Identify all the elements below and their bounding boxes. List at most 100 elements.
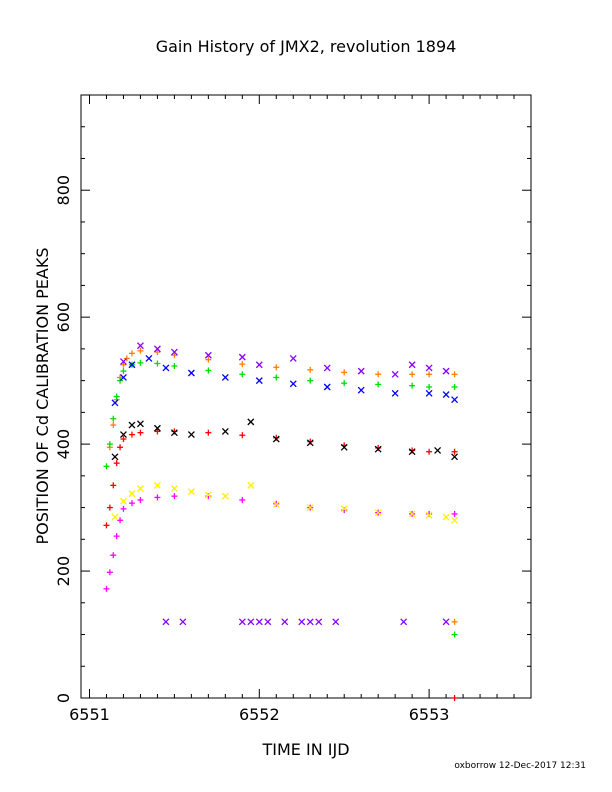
data-point: [442, 391, 450, 399]
data-point: [205, 429, 212, 436]
series-0: [106, 347, 458, 451]
x-tick-labels: 6551 6552 6553: [69, 705, 449, 724]
series-3: [119, 342, 450, 378]
data-point: [247, 618, 255, 626]
series-7: [111, 481, 459, 524]
data-point: [426, 448, 433, 455]
data-point: [120, 505, 127, 512]
data-point: [113, 533, 120, 540]
data-point: [162, 364, 170, 372]
data-point: [247, 418, 255, 426]
data-point: [136, 485, 144, 492]
data-point: [110, 422, 117, 429]
data-point: [119, 431, 127, 439]
data-point: [103, 522, 110, 529]
data-point: [323, 364, 331, 372]
data-point: [289, 380, 297, 388]
data-point: [110, 415, 117, 422]
x-tick-label: 6552: [239, 705, 280, 724]
data-point: [332, 618, 340, 626]
data-point: [239, 432, 246, 439]
data-point: [187, 369, 195, 377]
axis-ticks: [81, 94, 532, 699]
x-tick-label: 6551: [69, 705, 110, 724]
data-point: [442, 367, 450, 375]
data-point: [409, 371, 416, 378]
data-point: [306, 504, 314, 512]
data-point: [187, 488, 195, 496]
data-point: [357, 386, 365, 394]
data-point: [113, 393, 120, 400]
data-point: [426, 371, 433, 378]
data-point: [103, 463, 110, 470]
data-point: [170, 485, 178, 492]
credit-text: oxborrow 12-Dec-2017 12:31: [454, 761, 586, 771]
data-point: [238, 618, 246, 626]
x-axis-title: TIME IN IJD: [261, 740, 349, 759]
plot-frame: [80, 94, 532, 699]
data-point: [374, 509, 382, 517]
data-point: [239, 361, 246, 368]
y-tick-label: 400: [54, 429, 73, 460]
data-point: [205, 356, 212, 363]
data-point: [106, 441, 113, 448]
data-point: [272, 435, 280, 443]
data-point: [408, 448, 416, 456]
series-6: [103, 493, 458, 592]
data-point: [434, 446, 442, 454]
data-point: [273, 364, 280, 371]
data-point: [120, 361, 127, 368]
data-point: [451, 695, 458, 701]
data-point: [307, 377, 314, 384]
data-point: [137, 359, 144, 366]
data-point: [106, 504, 113, 511]
data-point: [153, 424, 161, 432]
data-point: [120, 368, 127, 375]
data-point: [272, 500, 280, 508]
y-tick-label: 0: [54, 693, 73, 703]
data-point: [451, 631, 458, 638]
data-point: [119, 373, 127, 381]
data-point: [451, 516, 459, 524]
series-8: [162, 618, 450, 626]
data-point: [391, 389, 399, 397]
data-point: [221, 373, 229, 381]
data-point: [375, 381, 382, 388]
data-point: [205, 367, 212, 374]
data-point: [106, 569, 113, 576]
y-tick-label: 200: [54, 556, 73, 587]
data-point: [374, 445, 382, 453]
data-point: [136, 342, 144, 350]
data-point: [120, 436, 127, 443]
data-point: [341, 369, 348, 376]
data-point: [255, 377, 263, 385]
data-point: [391, 370, 399, 378]
data-point: [153, 481, 161, 489]
data-point: [128, 361, 136, 369]
data-point: [451, 448, 458, 455]
data-point: [204, 351, 212, 359]
data-point: [442, 513, 450, 521]
data-point: [113, 460, 120, 467]
y-tick-label: 800: [54, 175, 73, 206]
data-point: [171, 352, 178, 359]
data-point: [117, 377, 124, 384]
data-point: [298, 618, 306, 626]
x-tick-label: 6553: [409, 705, 450, 724]
data-point: [426, 383, 433, 390]
data-point: [119, 358, 127, 366]
series-9: [451, 631, 458, 638]
data-point: [451, 371, 458, 378]
data-point: [408, 361, 416, 369]
data-point: [128, 431, 135, 438]
data-point: [451, 618, 458, 625]
data-point: [239, 496, 246, 503]
data-point: [171, 363, 178, 370]
data-point: [154, 360, 161, 367]
data-point: [306, 618, 314, 626]
data-point: [110, 482, 117, 489]
series-1: [103, 359, 458, 470]
data-point: [273, 374, 280, 381]
data-point: [315, 618, 323, 626]
series-2: [111, 354, 459, 407]
